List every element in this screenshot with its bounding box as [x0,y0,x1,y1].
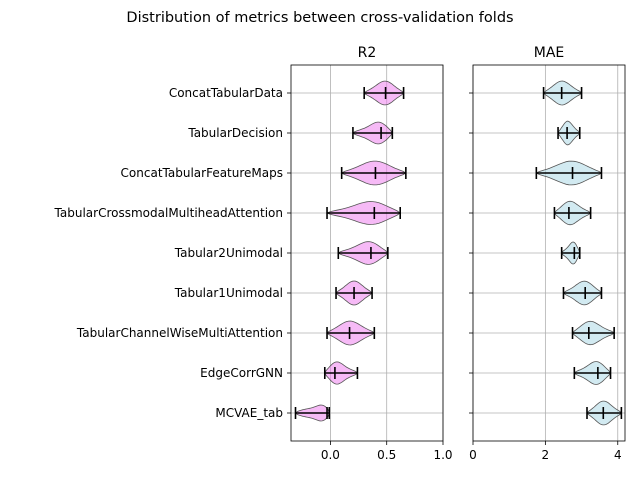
mae-xtick-label-2: 4 [614,448,622,462]
chart-suptitle: Distribution of metrics between cross-va… [126,10,513,26]
mae-xtick-label-0: 0 [469,448,477,462]
ytick-label-mcvae-tab: MCVAE_tab [215,406,283,420]
r2-title: R2 [358,45,377,61]
ytick-label-concattabularfeaturemaps: ConcatTabularFeatureMaps [121,166,283,180]
r2-xtick-label-2: 1.0 [433,448,452,462]
ytick-label-tabularcrossmodalmultiheadattention: TabularCrossmodalMultiheadAttention [54,206,283,220]
panels: R2 0.0 0.5 1.0 ConcatTabularData TabularDecis… [54,45,626,462]
ytick-label-tabulardecision: TabularDecision [187,126,283,140]
r2-xtick-label-0: 0.0 [321,448,340,462]
mae-title: MAE [534,45,565,61]
ytick-label-edgecorrgnn: EdgeCorrGNN [200,366,283,380]
ytick-label-concattabulardata: ConcatTabularData [169,86,283,100]
ytick-label-tabular2unimodal: Tabular2Unimodal [174,246,283,260]
ytick-label-tabularchannelwisemultiattention: TabularChannelWiseMultiAttention [76,326,283,340]
ytick-label-tabular1unimodal: Tabular1Unimodal [174,286,283,300]
panel-mae: MAE 0 2 4 [469,45,626,462]
r2-xtick-label-1: 0.5 [377,448,396,462]
panel-r2: R2 0.0 0.5 1.0 ConcatTabularData TabularDecis… [54,45,453,462]
mae-xtick-label-1: 2 [542,448,550,462]
